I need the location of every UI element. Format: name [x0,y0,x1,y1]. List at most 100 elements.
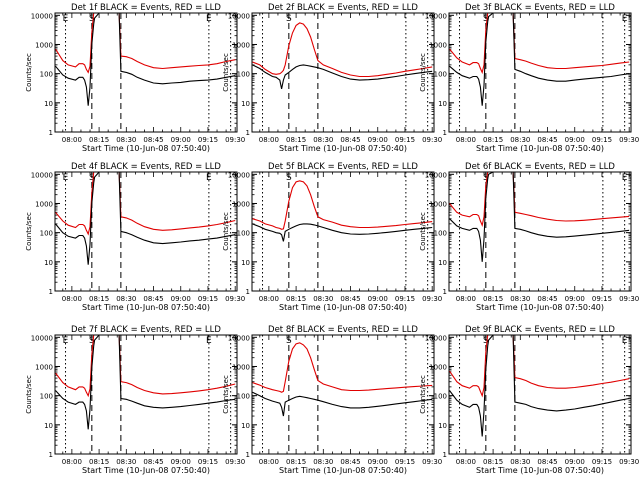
x-axis-label: Start Time (10-Jun-08 07:50:40) [279,144,407,153]
panel-title: Det 7f BLACK = Events, RED = LLD [71,325,221,335]
y-tick-label: 1 [443,288,447,296]
y-tick-label: 10000 [228,12,250,20]
x-tick-label: 08:45 [340,458,360,466]
x-tick-label: 09:15 [395,458,415,466]
y-tick-label: 10 [241,422,250,430]
y-tick-label: 10000 [425,12,447,20]
y-tick-label: 100 [237,71,250,79]
y-tick-label: 10 [438,259,447,267]
y-tick-label: 10 [438,422,447,430]
lld-series-line [449,335,630,398]
x-tick-label: 08:00 [259,136,279,144]
y-tick-label: 10000 [425,171,447,179]
events-series-line [55,13,236,106]
y-tick-label: 1000 [232,363,250,371]
x-tick-label: 08:30 [116,295,136,303]
panel-title: Det 1f BLACK = Events, RED = LLD [71,3,221,13]
y-tick-label: 10 [438,100,447,108]
x-tick-label: 08:30 [313,458,333,466]
x-axis-label: Start Time (10-Jun-08 07:50:40) [82,466,210,475]
y-tick-label: 100 [40,393,53,401]
y-tick-label: 1 [246,288,250,296]
y-axis-label: Counts/sec [222,53,230,92]
detector-panel: Det 9f BLACK = Events, RED = LLD Counts/s… [419,325,639,475]
x-tick-label: 08:00 [259,458,279,466]
lld-series-line [252,180,433,230]
x-axis-label: Start Time (10-Jun-08 07:50:40) [279,303,407,312]
y-tick-label: 1000 [35,363,53,371]
plot-frame [54,12,238,133]
x-tick-label: 08:30 [313,295,333,303]
y-tick-label: 1 [443,451,447,459]
x-tick-label: 09:30 [422,136,442,144]
x-tick-label: 08:15 [286,458,306,466]
x-tick-label: 09:00 [565,458,585,466]
event-marker-label: E [63,14,69,24]
event-marker-label: E [206,336,212,346]
panel-title: Det 6f BLACK = Events, RED = LLD [465,162,615,172]
x-tick-label: 08:45 [340,136,360,144]
x-tick-label: 08:45 [143,458,163,466]
events-series-line [449,335,630,437]
event-marker-label: S [483,336,489,346]
y-tick-label: 1 [49,451,53,459]
event-marker-label: E [622,336,628,346]
x-tick-label: 08:30 [313,136,333,144]
detector-panel: Det 6f BLACK = Events, RED = LLD Counts/s… [419,162,639,312]
x-tick-label: 09:15 [198,458,218,466]
x-tick-label: 09:00 [171,136,191,144]
y-axis-label: Counts/sec [222,212,230,251]
x-tick-label: 08:30 [510,458,530,466]
x-tick-label: 09:30 [619,136,639,144]
y-axis-label: Counts/sec [222,375,230,414]
x-tick-label: 09:15 [592,136,612,144]
detector-panel: Det 3f BLACK = Events, RED = LLD Counts/s… [419,3,639,153]
panel-title: Det 2f BLACK = Events, RED = LLD [268,3,418,13]
panel-title: Det 5f BLACK = Events, RED = LLD [268,162,418,172]
y-axis-label: Counts/sec [419,53,427,92]
y-tick-label: 10000 [228,171,250,179]
y-tick-label: 10000 [228,334,250,342]
x-tick-label: 09:30 [225,295,245,303]
events-series-line [252,391,433,417]
event-marker-label: E [63,336,69,346]
x-tick-label: 09:30 [225,136,245,144]
y-axis-label: Counts/sec [419,212,427,251]
plot-frame [251,334,435,455]
y-tick-label: 10 [44,100,53,108]
x-tick-label: 09:00 [565,136,585,144]
y-tick-label: 1000 [35,200,53,208]
y-tick-label: 100 [434,71,447,79]
x-axis-label: Start Time (10-Jun-08 07:50:40) [82,303,210,312]
x-tick-label: 09:30 [225,458,245,466]
y-tick-label: 10 [44,259,53,267]
x-tick-label: 09:15 [198,136,218,144]
x-tick-label: 09:15 [198,295,218,303]
y-tick-label: 10000 [425,334,447,342]
x-axis-label: Start Time (10-Jun-08 07:50:40) [476,466,604,475]
y-tick-label: 1 [246,451,250,459]
lld-series-line [252,342,433,393]
panel-title: Det 9f BLACK = Events, RED = LLD [465,325,615,335]
x-tick-label: 08:30 [510,295,530,303]
x-tick-label: 09:00 [171,295,191,303]
x-tick-label: 08:00 [62,295,82,303]
x-tick-label: 08:45 [340,295,360,303]
event-marker-label: E [622,14,628,24]
y-tick-label: 1000 [429,200,447,208]
lld-series-line [55,335,236,398]
x-tick-label: 08:30 [116,458,136,466]
y-axis-label: Counts/sec [25,212,33,251]
events-series-line [449,172,630,262]
x-tick-label: 09:15 [395,295,415,303]
detector-panel: Det 2f BLACK = Events, RED = LLD Counts/s… [222,3,442,153]
x-tick-label: 08:45 [143,295,163,303]
lld-series-line [252,22,433,78]
x-tick-label: 09:15 [395,136,415,144]
x-tick-label: 08:45 [537,295,557,303]
x-axis-label: Start Time (10-Jun-08 07:50:40) [476,144,604,153]
y-tick-label: 100 [434,393,447,401]
x-tick-label: 08:00 [456,458,476,466]
